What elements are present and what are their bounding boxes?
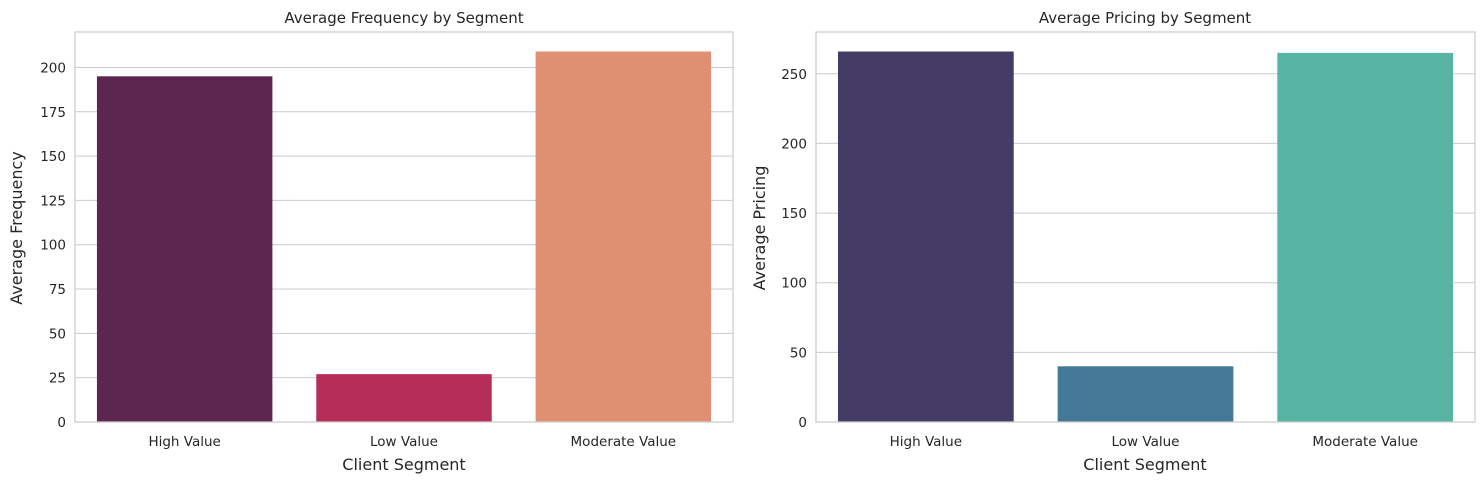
right-chart: Average Pricing by Segment Client Segmen… [750,9,1476,474]
x-tick-label: High Value [890,434,962,450]
bar [316,374,492,422]
y-tick-label: 200 [40,60,66,76]
x-tick-label: Low Value [1112,434,1180,450]
left-chart-xlabel: Client Segment [342,455,465,474]
x-tick-label: Low Value [370,434,438,450]
x-tick-label: Moderate Value [571,434,677,450]
right-chart-xlabel: Client Segment [1083,455,1206,474]
bar [96,76,273,423]
bar [1277,52,1454,423]
y-tick-label: 0 [798,415,807,431]
y-tick-label: 200 [781,136,807,152]
y-tick-label: 0 [57,415,66,431]
y-tick-label: 250 [781,67,807,83]
bar [535,51,712,422]
y-tick-label: 150 [40,149,66,165]
right-chart-ylabel: Average Pricing [750,166,769,291]
x-tick-label: High Value [148,434,220,450]
bar [837,51,1014,422]
y-tick-label: 50 [49,326,66,342]
y-tick-label: 25 [49,371,66,387]
left-chart-ylabel: Average Frequency [7,151,26,304]
right-chart-title: Average Pricing by Segment [1039,9,1251,27]
y-tick-label: 75 [49,282,66,298]
y-tick-label: 50 [790,345,807,361]
y-tick-label: 125 [40,193,66,209]
y-tick-label: 150 [781,206,807,222]
y-tick-label: 175 [40,105,66,121]
axes-frame [74,31,734,423]
left-chart: Average Frequency by Segment Client Segm… [7,9,734,474]
y-tick-label: 100 [781,276,807,292]
x-tick-label: Moderate Value [1312,434,1418,450]
bar [1057,366,1234,422]
left-chart-title: Average Frequency by Segment [284,9,523,27]
axes-frame [815,31,1476,423]
y-tick-label: 100 [40,238,66,254]
